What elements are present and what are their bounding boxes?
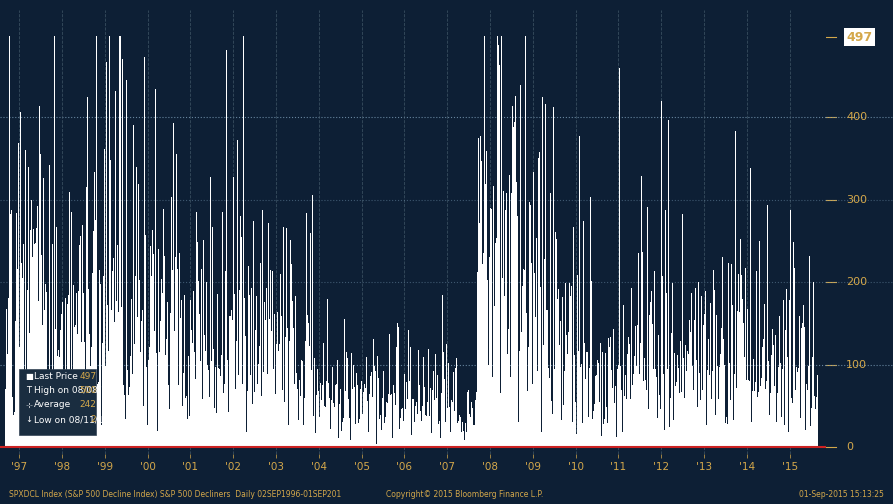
Text: T: T [26, 386, 30, 395]
Text: 300: 300 [847, 195, 867, 205]
Text: 242: 242 [79, 401, 96, 409]
Text: ■: ■ [26, 372, 34, 382]
Text: High on 08/08/11: High on 08/08/11 [34, 386, 113, 395]
Text: 497: 497 [847, 32, 867, 42]
Text: 100: 100 [847, 359, 867, 369]
Bar [20, 369, 96, 434]
Text: 2: 2 [91, 415, 96, 424]
Text: 500: 500 [79, 386, 96, 395]
Text: SPXDCL Index (S&P 500 Decline Index) S&P 500 Decliners  Daily 02SEP1996-01SEP201: SPXDCL Index (S&P 500 Decline Index) S&P… [9, 490, 341, 499]
Text: 497: 497 [847, 31, 872, 44]
Text: 0: 0 [847, 442, 853, 452]
Text: ⊹: ⊹ [26, 401, 33, 409]
Text: 497: 497 [79, 372, 96, 382]
Text: 400: 400 [847, 112, 867, 122]
Text: Copyright© 2015 Bloomberg Finance L.P.: Copyright© 2015 Bloomberg Finance L.P. [386, 490, 543, 499]
Text: Low on 08/11/11: Low on 08/11/11 [34, 415, 110, 424]
Text: Last Price: Last Price [34, 372, 78, 382]
Text: 200: 200 [847, 277, 867, 287]
Text: ↓: ↓ [26, 415, 33, 424]
Text: Average: Average [34, 401, 71, 409]
Text: 01-Sep-2015 15:13:25: 01-Sep-2015 15:13:25 [799, 490, 884, 499]
